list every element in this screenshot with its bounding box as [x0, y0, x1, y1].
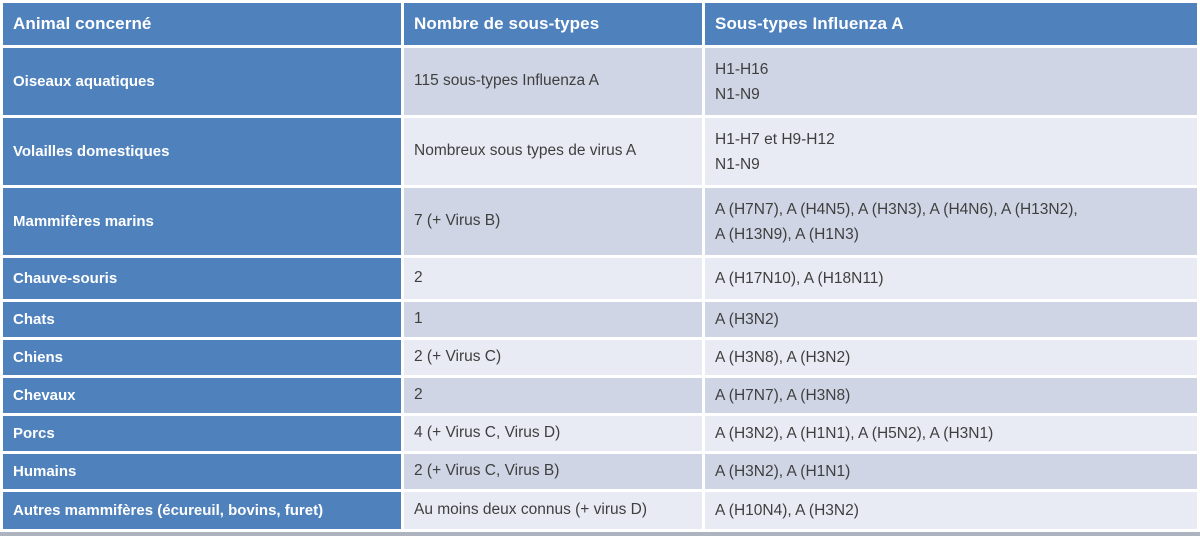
- subtypes-cell: A (H3N2), A (H1N1): [705, 454, 1197, 489]
- subtypes-cell: A (H3N2): [705, 302, 1197, 337]
- animal-cell: Oiseaux aquatiques: [3, 48, 401, 115]
- column-header-animal: Animal concerné: [3, 3, 401, 45]
- animal-cell: Chauve-souris: [3, 258, 401, 299]
- count-cell: 2: [404, 378, 702, 413]
- subtypes-cell: A (H7N7), A (H4N5), A (H3N3), A (H4N6), …: [705, 188, 1197, 255]
- table-row: Chiens 2 (+ Virus C) A (H3N8), A (H3N2): [3, 340, 1197, 375]
- animal-cell: Humains: [3, 454, 401, 489]
- subtypes-cell: A (H3N2), A (H1N1), A (H5N2), A (H3N1): [705, 416, 1197, 451]
- table-row: Chevaux 2 A (H7N7), A (H3N8): [3, 378, 1197, 413]
- table-header-row: Animal concerné Nombre de sous-types Sou…: [3, 3, 1197, 45]
- table-row: Chats 1 A (H3N2): [3, 302, 1197, 337]
- animal-cell: Porcs: [3, 416, 401, 451]
- table-row: Chauve-souris 2 A (H17N10), A (H18N11): [3, 258, 1197, 299]
- count-cell: 1: [404, 302, 702, 337]
- table-row: Porcs 4 (+ Virus C, Virus D) A (H3N2), A…: [3, 416, 1197, 451]
- subtypes-cell: A (H3N8), A (H3N2): [705, 340, 1197, 375]
- count-cell: 7 (+ Virus B): [404, 188, 702, 255]
- animal-cell: Chiens: [3, 340, 401, 375]
- table-row: Mammifères marins 7 (+ Virus B) A (H7N7)…: [3, 188, 1197, 255]
- animal-cell: Volailles domestiques: [3, 118, 401, 185]
- subtypes-cell: A (H7N7), A (H3N8): [705, 378, 1197, 413]
- table-row: Humains 2 (+ Virus C, Virus B) A (H3N2),…: [3, 454, 1197, 489]
- table-row: Autres mammifères (écureuil, bovins, fur…: [3, 492, 1197, 529]
- table-row: Volailles domestiques Nombreux sous type…: [3, 118, 1197, 185]
- count-cell: Nombreux sous types de virus A: [404, 118, 702, 185]
- count-cell: 2: [404, 258, 702, 299]
- animal-cell: Chevaux: [3, 378, 401, 413]
- count-cell: 115 sous-types Influenza A: [404, 48, 702, 115]
- column-header-subtypes: Sous-types Influenza A: [705, 3, 1197, 45]
- table-bottom-edge: [0, 532, 1200, 536]
- subtypes-cell: A (H10N4), A (H3N2): [705, 492, 1197, 529]
- count-cell: 4 (+ Virus C, Virus D): [404, 416, 702, 451]
- animal-cell: Chats: [3, 302, 401, 337]
- table-row: Oiseaux aquatiques 115 sous-types Influe…: [3, 48, 1197, 115]
- count-cell: 2 (+ Virus C, Virus B): [404, 454, 702, 489]
- count-cell: Au moins deux connus (+ virus D): [404, 492, 702, 529]
- subtypes-cell: H1-H16 N1-N9: [705, 48, 1197, 115]
- subtypes-cell: A (H17N10), A (H18N11): [705, 258, 1197, 299]
- subtypes-cell: H1-H7 et H9-H12 N1-N9: [705, 118, 1197, 185]
- animal-cell: Mammifères marins: [3, 188, 401, 255]
- count-cell: 2 (+ Virus C): [404, 340, 702, 375]
- column-header-count: Nombre de sous-types: [404, 3, 702, 45]
- animal-cell: Autres mammifères (écureuil, bovins, fur…: [3, 492, 401, 529]
